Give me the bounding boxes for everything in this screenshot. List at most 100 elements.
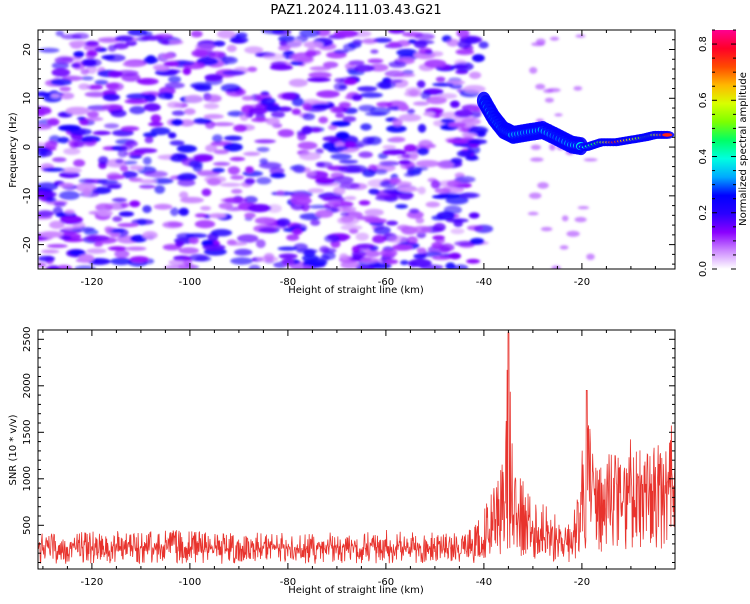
heatmap-noise-blob <box>453 264 469 269</box>
heatmap-noise-blob <box>237 234 259 243</box>
heatmap-noise-blob <box>357 86 378 92</box>
heatmap-noise-blob <box>129 150 145 156</box>
heatmap-noise-blob <box>549 36 560 41</box>
heatmap-noise-blob <box>204 175 227 184</box>
heatmap-noise-blob <box>86 116 104 122</box>
heatmap-noise-blob <box>50 93 60 99</box>
heatmap-noise-blob <box>466 258 481 264</box>
heatmap-noise-blob <box>373 225 391 235</box>
heatmap-noise-blob <box>386 125 407 133</box>
heatmap-noise-blob <box>169 140 185 146</box>
spectrogram-frame <box>37 29 676 270</box>
heatmap-noise-blob <box>406 166 423 174</box>
heatmap-noise-blob <box>125 93 150 100</box>
heatmap-noise-blob <box>306 77 331 83</box>
heatmap-noise-blob <box>157 92 173 100</box>
heatmap-noise-blob <box>124 98 148 104</box>
heatmap-noise-blob <box>81 76 94 81</box>
heatmap-noise-blob <box>335 131 350 140</box>
heatmap-noise-blob <box>338 164 361 174</box>
y-tick-label: 10 <box>22 92 33 105</box>
heatmap-noise-blob <box>307 188 325 194</box>
heatmap-noise-blob <box>360 257 379 264</box>
heatmap-noise-blob <box>193 118 212 124</box>
heatmap-noise-blob <box>262 53 286 60</box>
heatmap-noise-blob <box>270 172 286 179</box>
heatmap-noise-blob <box>204 74 224 81</box>
y-tick-label: 2500 <box>22 327 33 352</box>
heatmap-noise-blob <box>229 156 246 162</box>
heatmap-noise-blob <box>153 65 170 72</box>
heatmap-noise-blob <box>188 160 203 169</box>
heatmap-noise-blob <box>190 30 203 38</box>
heatmap-noise-blob <box>416 80 426 89</box>
heatmap-signal <box>476 91 675 156</box>
heatmap-noise-blob <box>586 253 595 260</box>
heatmap-noise-blob <box>389 136 406 143</box>
heatmap-noise-blob <box>308 71 332 79</box>
heatmap-noise-blob <box>194 213 208 218</box>
heatmap-noise-blob <box>176 174 186 181</box>
heatmap-noise-blob <box>179 191 189 199</box>
heatmap-noise-blob <box>129 165 144 171</box>
heatmap-noise-blob <box>162 221 183 229</box>
heatmap-noise-blob <box>171 110 186 116</box>
heatmap-noise-blob <box>224 135 243 141</box>
heatmap-noise-blob <box>58 124 81 132</box>
heatmap-noise-blob <box>445 262 456 269</box>
heatmap-noise-blob <box>106 174 125 180</box>
heatmap-noise-blob <box>86 84 104 90</box>
heatmap-noise-blob <box>203 94 222 103</box>
heatmap-noise-blob <box>38 210 54 218</box>
heatmap-noise-blob <box>330 120 351 127</box>
heatmap-noise-blob <box>355 232 369 241</box>
x-tick-label: -80 <box>280 577 296 588</box>
heatmap-noise-blob <box>74 265 96 269</box>
heatmap-noise-blob <box>194 154 214 162</box>
colorbar-gradient <box>712 30 736 269</box>
heatmap-noise-blob <box>335 112 345 118</box>
heatmap-noise-blob <box>120 126 140 132</box>
heatmap-noise-blob <box>266 204 282 213</box>
heatmap-noise-blob <box>258 227 277 233</box>
heatmap-noise-blob <box>416 147 429 156</box>
heatmap-noise-blob <box>78 253 95 263</box>
heatmap-noise-blob <box>44 140 58 149</box>
heatmap-noise-blob <box>372 235 386 244</box>
heatmap-noise-blob <box>54 56 74 64</box>
heatmap-noise-blob <box>386 220 398 226</box>
heatmap-noise-blob <box>343 141 357 148</box>
heatmap-noise-blob <box>405 87 422 94</box>
heatmap-noise-blob <box>244 178 256 185</box>
heatmap-noise-blob <box>184 94 203 104</box>
heatmap-noise-blob <box>303 41 324 49</box>
heatmap-noise-blob <box>388 30 405 34</box>
heatmap-noise-blob <box>46 244 68 248</box>
heatmap-noise-blob <box>265 105 282 112</box>
x-tick-label: -80 <box>280 277 296 288</box>
heatmap-noise-blob <box>211 167 225 173</box>
heatmap-noise-blob <box>342 116 357 123</box>
heatmap-noise-blob <box>247 204 272 213</box>
heatmap-noise-blob <box>38 255 55 262</box>
heatmap-noise-blob <box>384 79 403 84</box>
heatmap-noise-blob <box>271 111 285 118</box>
heatmap-noise-blob <box>416 247 427 253</box>
y-tick-label: -20 <box>22 236 33 252</box>
heatmap-noise-blob <box>398 159 411 165</box>
heatmap-noise-blob <box>340 224 363 231</box>
heatmap-noise-blob <box>220 83 241 93</box>
heatmap-noise-blob <box>277 92 297 100</box>
heatmap-noise-blob <box>211 122 235 127</box>
heatmap-noise-blob <box>95 203 113 212</box>
heatmap-noise-blob <box>194 43 217 50</box>
heatmap-noise-blob <box>454 109 473 118</box>
heatmap-noise-blob <box>154 185 166 194</box>
y-tick-label: -10 <box>22 188 33 204</box>
heatmap-noise-blob <box>549 143 556 151</box>
heatmap-noise-blob <box>168 259 188 266</box>
heatmap-noise-blob <box>218 202 233 210</box>
heatmap-noise-blob <box>182 67 192 76</box>
heatmap-noise-blob <box>143 56 159 65</box>
